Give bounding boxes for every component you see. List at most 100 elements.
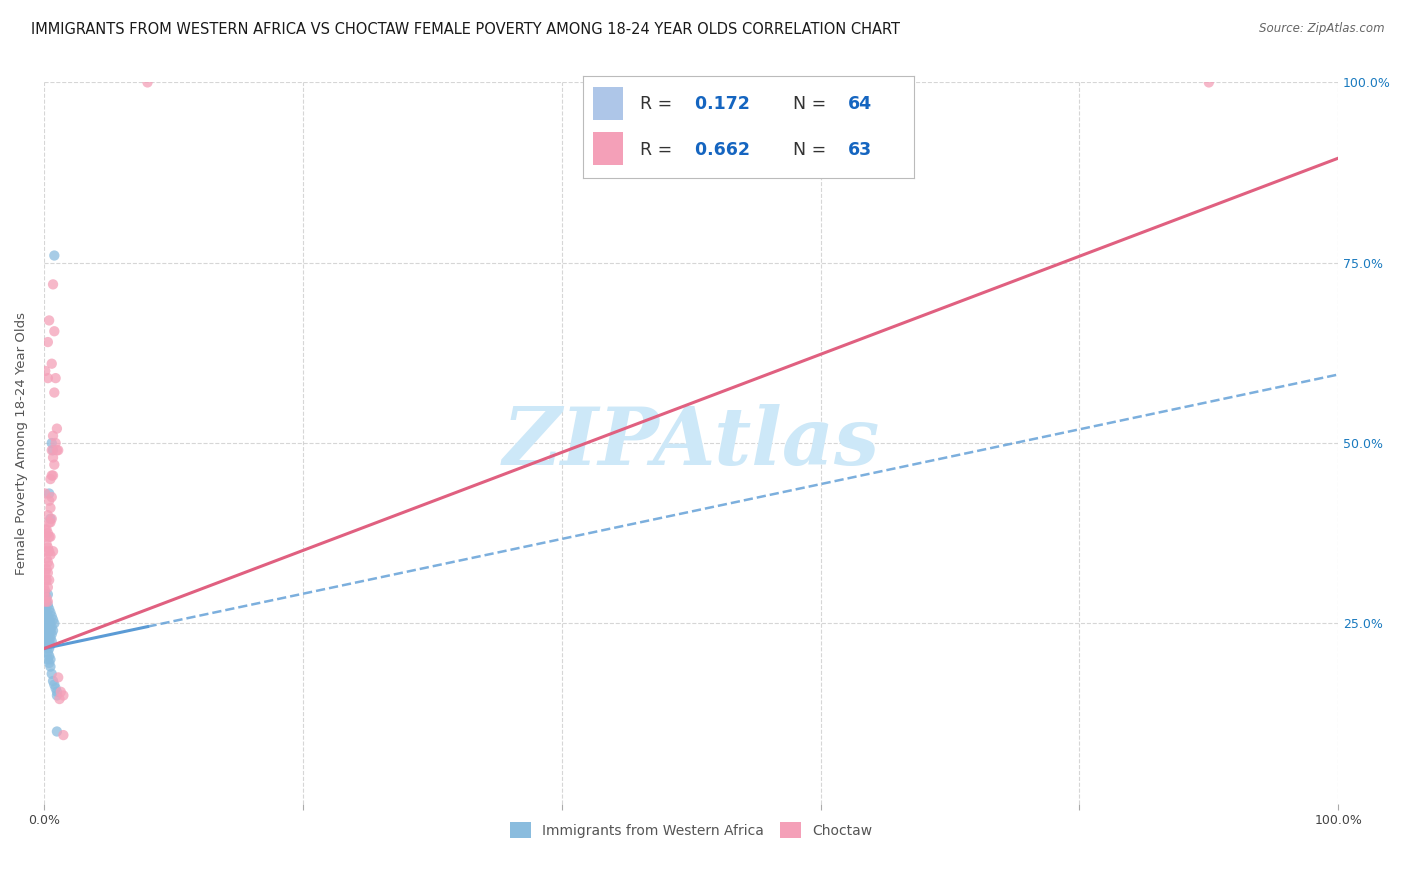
Point [38, 486, 60, 500]
Point [39, 548, 62, 562]
Point [38, 620, 60, 634]
Point [41, 627, 63, 641]
Point [38, 530, 60, 544]
Point [39, 616, 62, 631]
Point [38, 627, 60, 641]
Point [41, 490, 63, 504]
Point [34, 583, 56, 598]
Point [41, 512, 63, 526]
Point [41, 609, 63, 624]
Point [35, 609, 58, 624]
Point [35, 634, 58, 648]
Point [35, 616, 58, 631]
Point [37, 580, 59, 594]
Point [35, 624, 58, 638]
Point [42, 673, 65, 688]
Point [41, 443, 63, 458]
Point [42, 429, 65, 443]
Point [37, 371, 59, 385]
Point [34, 599, 56, 613]
Point [45, 436, 67, 450]
Point [48, 692, 70, 706]
Point [35, 641, 58, 656]
Point [37, 616, 59, 631]
Text: 64: 64 [848, 95, 872, 112]
Point [38, 516, 60, 530]
Point [37, 624, 59, 638]
Point [32, 587, 55, 601]
Point [37, 599, 59, 613]
Text: Source: ZipAtlas.com: Source: ZipAtlas.com [1260, 22, 1385, 36]
Point [38, 634, 60, 648]
Point [37, 334, 59, 349]
Point [34, 613, 56, 627]
Point [45, 681, 67, 696]
Point [37, 645, 59, 659]
Point [34, 631, 56, 645]
Point [42, 613, 65, 627]
Point [37, 587, 59, 601]
Point [41, 436, 63, 450]
Point [34, 616, 56, 631]
Point [37, 541, 59, 555]
Point [39, 606, 62, 620]
Point [38, 313, 60, 327]
Point [1198, 75, 1220, 89]
Point [38, 656, 60, 670]
Point [34, 595, 56, 609]
Point [37, 609, 59, 624]
Point [44, 324, 66, 338]
Point [37, 508, 59, 523]
Point [39, 631, 62, 645]
Text: IMMIGRANTS FROM WESTERN AFRICA VS CHOCTAW FEMALE POVERTY AMONG 18-24 YEAR OLDS C: IMMIGRANTS FROM WESTERN AFRICA VS CHOCTA… [31, 22, 900, 37]
Point [44, 248, 66, 262]
Point [45, 443, 67, 458]
Point [34, 599, 56, 613]
Point [35, 591, 58, 605]
Point [39, 659, 62, 673]
Point [35, 627, 58, 641]
Point [45, 724, 67, 739]
Point [45, 685, 67, 699]
Point [35, 537, 58, 551]
Point [34, 566, 56, 580]
Point [41, 620, 63, 634]
Text: N =: N = [782, 95, 831, 112]
Point [38, 558, 60, 573]
Legend: Immigrants from Western Africa, Choctaw: Immigrants from Western Africa, Choctaw [505, 816, 877, 844]
Point [39, 472, 62, 486]
Point [44, 678, 66, 692]
Point [42, 450, 65, 465]
Point [39, 500, 62, 515]
Point [39, 624, 62, 638]
Point [34, 624, 56, 638]
Point [37, 555, 59, 569]
Point [35, 551, 58, 566]
Point [34, 609, 56, 624]
Point [32, 580, 55, 594]
Point [34, 573, 56, 587]
Point [37, 595, 59, 609]
Point [35, 523, 58, 537]
Point [38, 641, 60, 656]
Point [39, 638, 62, 652]
Point [38, 573, 60, 587]
Point [41, 357, 63, 371]
Point [46, 443, 69, 458]
Point [37, 652, 59, 666]
Point [45, 422, 67, 436]
Text: R =: R = [640, 95, 678, 112]
Point [42, 468, 65, 483]
Point [52, 689, 75, 703]
Point [37, 566, 59, 580]
Point [32, 591, 55, 605]
Point [34, 587, 56, 601]
Point [35, 573, 58, 587]
Point [39, 512, 62, 526]
Point [38, 602, 60, 616]
Text: R =: R = [640, 141, 678, 159]
Point [34, 523, 56, 537]
Point [35, 562, 58, 576]
Point [37, 526, 59, 541]
Point [44, 616, 66, 631]
